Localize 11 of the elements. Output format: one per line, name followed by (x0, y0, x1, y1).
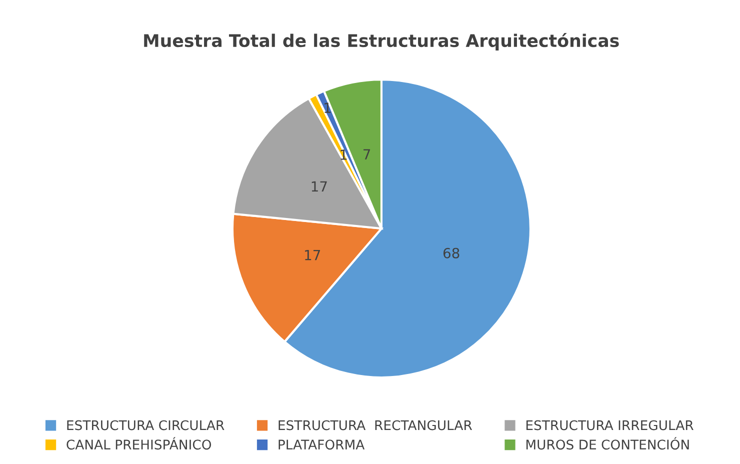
data-label: 17 (312, 181, 327, 192)
chart-title: Muestra Total de las Estructuras Arquitectónicas (144, 33, 619, 51)
legend-label: ESTRUCTURA RECTANGULAR (278, 420, 472, 430)
data-label: 68 (443, 248, 460, 258)
legend-label: MUROS DE CONTENCIÓN (526, 437, 689, 450)
data-label: 17 (305, 250, 320, 260)
legend-label: PLATAFORMA (278, 440, 365, 450)
legend-label: ESTRUCTURA CIRCULAR (67, 420, 224, 430)
legend-label: ESTRUCTURA IRREGULAR (526, 420, 694, 430)
data-label: 7 (364, 149, 370, 160)
legend-label: CANAL PREHISPÁNICO (66, 437, 212, 450)
